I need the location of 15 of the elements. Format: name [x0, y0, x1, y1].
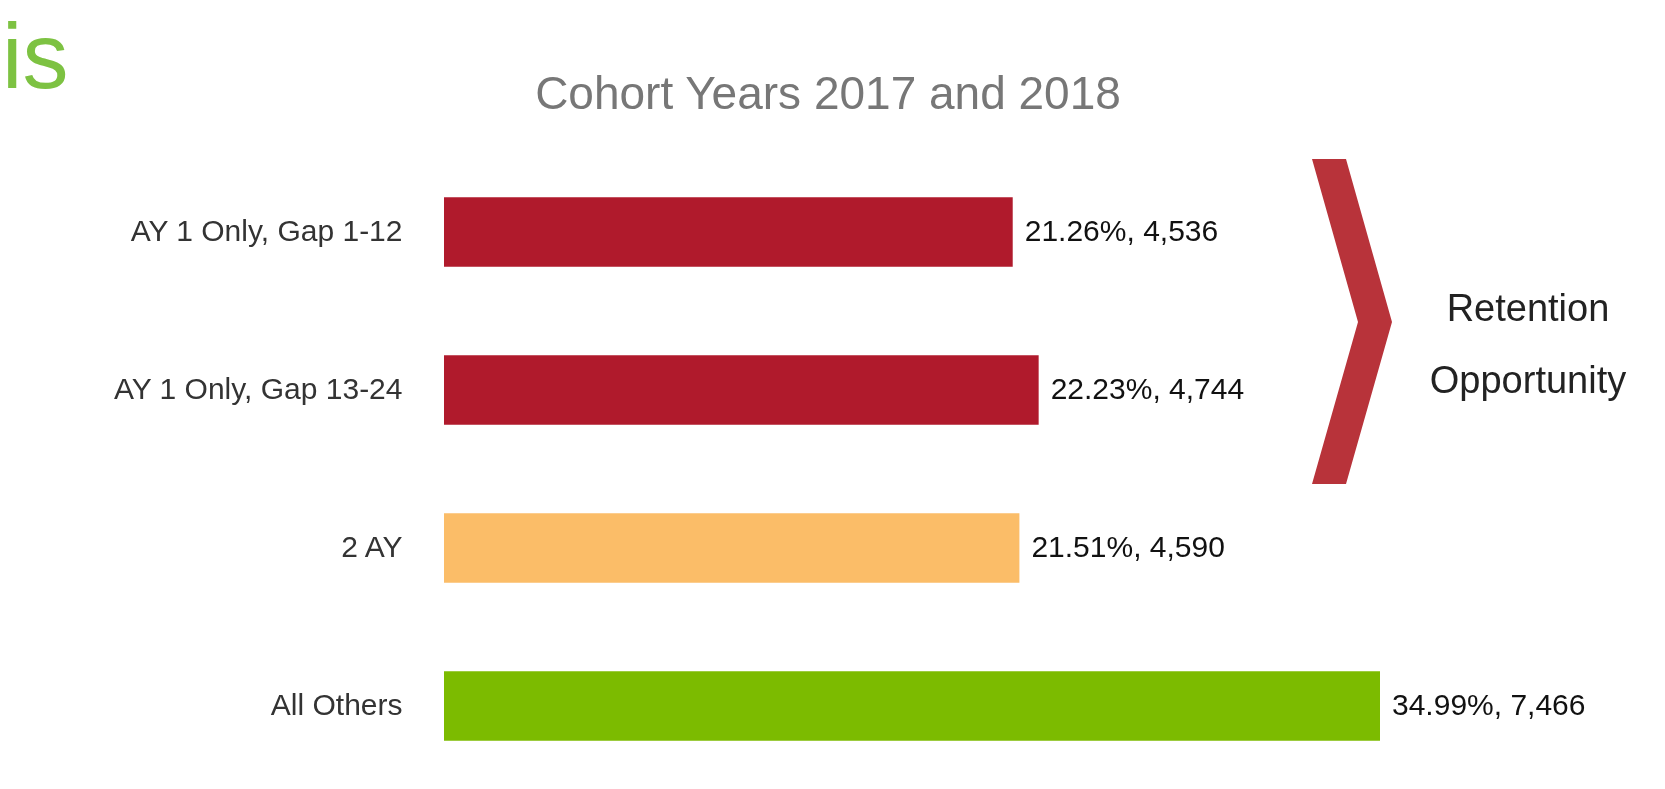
- bar: [444, 197, 1013, 267]
- y-tick-label: AY 1 Only, Gap 1-12: [130, 214, 403, 247]
- text: Retention Opportunity: [1428, 286, 1628, 404]
- data-label: 21.51%, 4,590: [1031, 530, 1225, 563]
- y-tick-label: All Others: [270, 688, 403, 721]
- y-tick-label: AY 1 Only, Gap 13-24: [113, 372, 403, 405]
- bar: [444, 513, 1020, 583]
- text: is: [2, 5, 69, 107]
- bar: [444, 355, 1039, 425]
- chart-title: Cohort Years 2017 and 2018: [535, 67, 1121, 119]
- y-tick-label: 2 AY: [341, 530, 403, 563]
- bar: [444, 671, 1380, 741]
- data-label: 21.26%, 4,536: [1024, 214, 1219, 247]
- data-label: 34.99%, 7,466: [1392, 688, 1586, 721]
- data-label: 22.23%, 4,744: [1050, 372, 1245, 405]
